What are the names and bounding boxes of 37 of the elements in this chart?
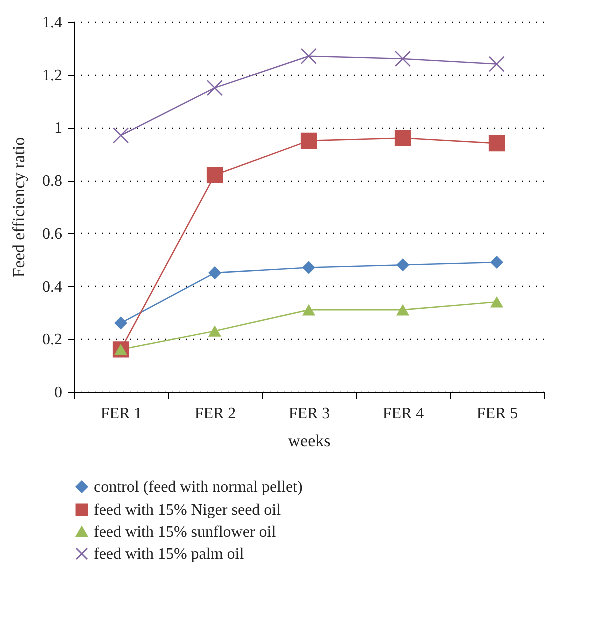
point xyxy=(302,261,316,274)
point xyxy=(112,128,130,144)
legend-label: control (feed with normal pellet) xyxy=(94,479,303,496)
point xyxy=(300,48,318,64)
y-axis-title: Feed efficiency ratio xyxy=(10,137,28,278)
point xyxy=(208,326,222,337)
y-tick-label: 0.2 xyxy=(42,332,62,349)
y-tick-label: 0.8 xyxy=(42,173,62,190)
point xyxy=(114,316,128,330)
point xyxy=(488,136,506,152)
y-tick-label: 1.4 xyxy=(42,14,62,32)
y-tick-label: 0.6 xyxy=(42,226,62,243)
point xyxy=(394,130,412,146)
point xyxy=(394,50,412,68)
x-axis-title: weeks xyxy=(288,432,331,450)
point xyxy=(396,304,410,316)
x-tick-label: FER 3 xyxy=(288,406,330,422)
legend-label: feed with 15% sunflower oil xyxy=(94,524,277,541)
y-tick-label: 0 xyxy=(54,384,62,402)
y-tick-label: 1.2 xyxy=(42,67,62,84)
point xyxy=(490,256,504,270)
y-tick-label: 0.4 xyxy=(42,278,62,296)
point xyxy=(300,132,318,149)
legend-label: feed with 15% Niger seed oil xyxy=(94,502,282,519)
x-tick-label: FER 4 xyxy=(382,406,424,422)
x-tick-label: FER 2 xyxy=(194,406,236,422)
point xyxy=(206,80,224,96)
point xyxy=(490,296,504,308)
point xyxy=(488,56,506,72)
x-tick-label: FER 5 xyxy=(476,406,518,422)
y-tick-label: 1 xyxy=(54,120,62,138)
legend-label: feed with 15% palm oil xyxy=(94,546,245,563)
point xyxy=(302,304,316,316)
x-tick-label: FER 1 xyxy=(100,406,142,422)
point xyxy=(396,258,410,272)
point xyxy=(208,266,222,280)
point xyxy=(206,167,224,184)
